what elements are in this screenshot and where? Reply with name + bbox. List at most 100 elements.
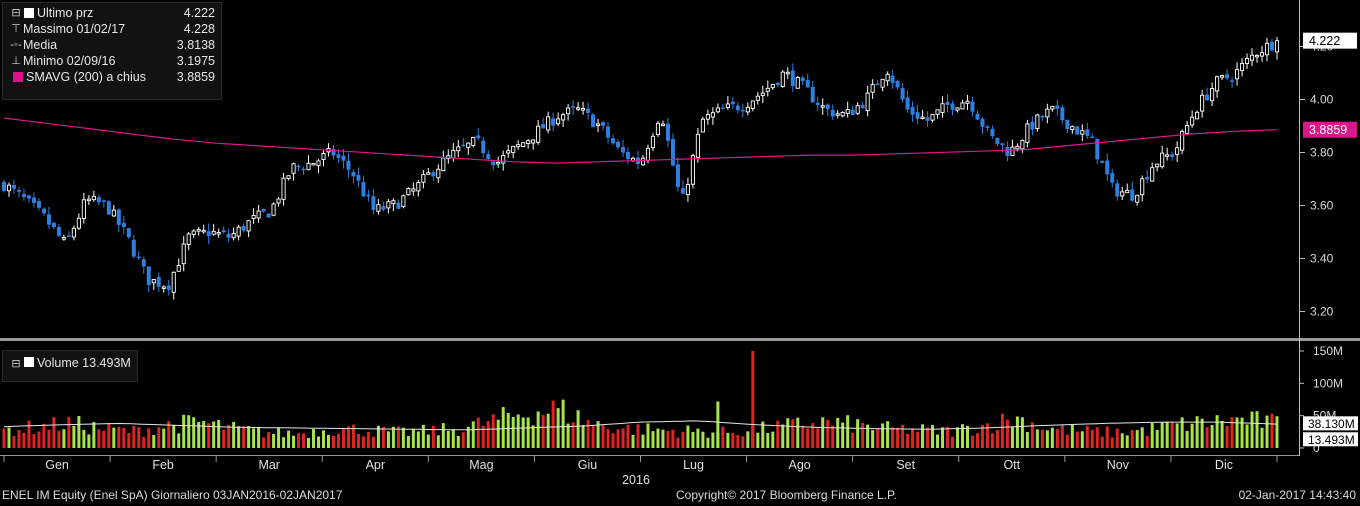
candle-body [975, 113, 980, 120]
volume-bar [137, 427, 141, 448]
volume-bar [317, 436, 321, 448]
candle-body [61, 237, 66, 240]
volume-bar [496, 419, 500, 448]
volume-bar [696, 428, 700, 448]
candle-body [536, 125, 541, 143]
volume-bar [247, 426, 251, 448]
candle-body [1220, 75, 1225, 78]
candle-body [2, 182, 6, 191]
candle-body [710, 112, 715, 118]
candle-body [616, 141, 621, 148]
x-tick-label: Lug [683, 458, 704, 472]
volume-bar [302, 433, 306, 448]
volume-bar [431, 425, 435, 448]
candle-body [576, 107, 581, 110]
volume-bar [1115, 428, 1119, 448]
volume-bar [192, 417, 196, 448]
volume-bar [1020, 417, 1024, 448]
volume-last-tag-bg [1303, 432, 1358, 447]
volume-bar [32, 434, 36, 448]
volume-bar [626, 424, 630, 448]
volume-bar [946, 426, 950, 448]
volume-bar [1260, 427, 1264, 448]
legend-row-high: ⊤ Massimo 01/02/17 4.228 [9, 21, 215, 37]
volume-bar [791, 419, 795, 448]
collapse-icon[interactable]: ⊟ [11, 358, 21, 370]
candle-body [566, 107, 571, 115]
volume-bar [1130, 430, 1134, 448]
x-tick-label: Apr [366, 458, 385, 472]
candle-body [1090, 136, 1095, 139]
volume-bar [232, 421, 236, 448]
volume-bar [601, 425, 605, 448]
volume-bar [960, 424, 964, 448]
volume-bar [461, 432, 465, 448]
collapse-icon[interactable]: ⊟ [11, 7, 21, 19]
year-label: 2016 [622, 473, 650, 487]
volume-bar [491, 414, 495, 448]
volume-bar [1105, 426, 1109, 448]
candle-body [271, 203, 276, 216]
y-tick-label: 3.80 [1310, 146, 1334, 160]
candle-body [601, 122, 606, 126]
x-tick-label: Ott [1003, 458, 1020, 472]
volume-bar [1005, 419, 1009, 448]
volume-bar [1010, 427, 1014, 448]
volume-bar [1060, 425, 1064, 448]
candle-body [556, 118, 561, 125]
volume-bar [576, 410, 580, 448]
candle-body [675, 164, 680, 188]
volume-bar [896, 427, 900, 448]
candle-body [935, 109, 940, 115]
candle-body [466, 142, 471, 148]
candle-body [201, 229, 206, 233]
volume-bar [1185, 430, 1189, 448]
volume-bar [506, 413, 510, 448]
candle-body [506, 150, 511, 154]
volume-bar [82, 429, 86, 448]
volume-bar [242, 426, 246, 448]
candle-body [810, 86, 815, 103]
candle-body [101, 200, 106, 202]
volume-bar [72, 425, 76, 448]
price-legend: ⊟ Ultimo prz 4.222 ⊤ Massimo 01/02/17 4.… [2, 2, 222, 100]
candle-body [1060, 107, 1065, 121]
candle-body [945, 101, 950, 105]
candle-body [341, 155, 346, 161]
legend-row-average: -◦- Media 3.8138 [9, 37, 215, 53]
volume-bar [481, 425, 485, 448]
candle-body [800, 77, 805, 81]
candle-body [885, 73, 890, 82]
candle-body [591, 114, 596, 128]
volume-bar [995, 430, 999, 448]
volume-bar [721, 426, 725, 448]
candle-body [1230, 80, 1235, 82]
candle-body [1210, 88, 1215, 102]
candle-body [386, 201, 391, 209]
candle-body [875, 83, 880, 86]
volume-bar [551, 400, 555, 448]
candle-body [276, 198, 281, 204]
candle-body [266, 213, 271, 218]
candle-body [700, 118, 705, 133]
candle-body [980, 118, 985, 127]
volume-bar [321, 430, 325, 448]
candle-body [1075, 126, 1080, 135]
volume-bar [411, 428, 415, 448]
volume-bar [77, 415, 81, 448]
volume-bar [272, 433, 276, 448]
candle-body [1249, 54, 1255, 61]
volume-bar [691, 431, 695, 448]
volume-bar [127, 432, 131, 448]
volume-bar [970, 435, 974, 448]
volume-bar [726, 432, 730, 448]
candle-body [431, 172, 436, 177]
volume-bar [871, 430, 875, 448]
x-tick-label: Dic [1215, 458, 1233, 472]
sma-price-tag-bg [1303, 121, 1357, 138]
candle-body [1025, 123, 1030, 143]
legend-name: Massimo 01/02/17 [23, 22, 126, 36]
volume-bar [157, 427, 161, 448]
